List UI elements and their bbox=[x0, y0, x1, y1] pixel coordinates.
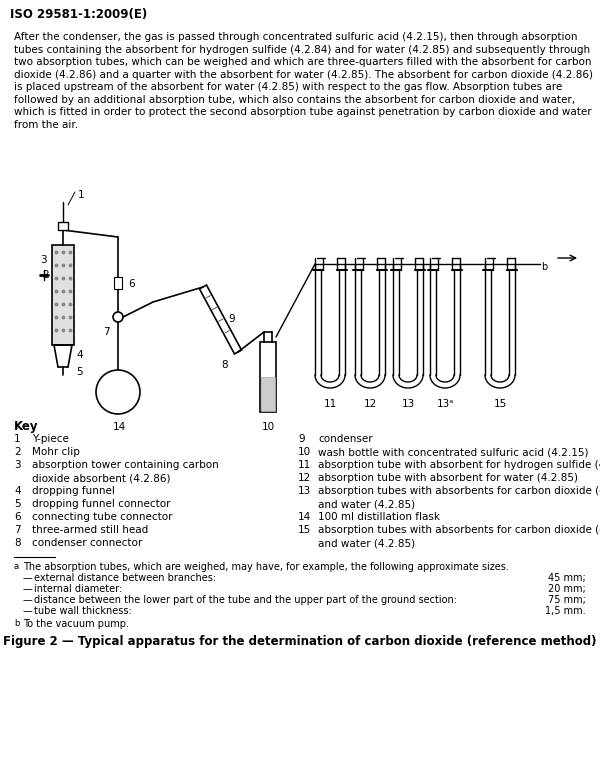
Text: 15: 15 bbox=[298, 525, 311, 535]
Text: dioxide (4.2.86) and a quarter with the absorbent for water (4.2.85). The absorb: dioxide (4.2.86) and a quarter with the … bbox=[14, 69, 593, 79]
Text: 5: 5 bbox=[76, 367, 83, 377]
Text: 10: 10 bbox=[262, 422, 275, 432]
Text: condenser connector: condenser connector bbox=[32, 538, 142, 548]
Text: followed by an additional absorption tube, which also contains the absorbent for: followed by an additional absorption tub… bbox=[14, 94, 575, 104]
Text: 12: 12 bbox=[364, 399, 377, 409]
Bar bbox=[261, 377, 275, 411]
Text: distance between the lower part of the tube and the upper part of the ground sec: distance between the lower part of the t… bbox=[34, 595, 457, 605]
Text: 75 mm;: 75 mm; bbox=[548, 595, 586, 605]
Text: condenser: condenser bbox=[318, 434, 373, 444]
Text: connecting tube connector: connecting tube connector bbox=[32, 512, 173, 522]
Text: Key: Key bbox=[14, 420, 38, 433]
Text: a: a bbox=[14, 562, 19, 571]
Text: 1,5 mm.: 1,5 mm. bbox=[545, 606, 586, 616]
Text: 9: 9 bbox=[228, 314, 235, 324]
Text: 4: 4 bbox=[14, 486, 20, 496]
Text: 3: 3 bbox=[14, 460, 20, 470]
Text: ISO 29581-1:2009(E): ISO 29581-1:2009(E) bbox=[10, 8, 147, 21]
Text: 8: 8 bbox=[14, 538, 20, 548]
Text: absorption tower containing carbon: absorption tower containing carbon bbox=[32, 460, 219, 470]
Text: 7: 7 bbox=[14, 525, 20, 535]
Text: 13: 13 bbox=[401, 399, 415, 409]
Text: 15: 15 bbox=[493, 399, 506, 409]
Text: dropping funnel connector: dropping funnel connector bbox=[32, 499, 170, 509]
Bar bbox=[58, 222, 68, 230]
Text: 20 mm;: 20 mm; bbox=[548, 584, 586, 594]
Text: —: — bbox=[23, 584, 33, 594]
Text: from the air.: from the air. bbox=[14, 120, 78, 129]
Text: 2: 2 bbox=[43, 270, 49, 280]
Text: absorption tube with absorbent for water (4.2.85): absorption tube with absorbent for water… bbox=[318, 473, 578, 483]
Text: which is fitted in order to protect the second absorption tube against penetrati: which is fitted in order to protect the … bbox=[14, 107, 592, 117]
Text: 14: 14 bbox=[298, 512, 311, 522]
Text: 1: 1 bbox=[78, 190, 85, 200]
Text: 12: 12 bbox=[298, 473, 311, 483]
Text: dioxide absorbent (4.2.86): dioxide absorbent (4.2.86) bbox=[32, 473, 170, 483]
Text: absorption tubes with absorbents for carbon dioxide (4.2.86): absorption tubes with absorbents for car… bbox=[318, 525, 600, 535]
Text: 45 mm;: 45 mm; bbox=[548, 573, 586, 583]
Text: 10: 10 bbox=[298, 447, 311, 457]
Text: —: — bbox=[23, 573, 33, 583]
Text: 7: 7 bbox=[103, 327, 110, 337]
Text: 8: 8 bbox=[221, 360, 228, 370]
Text: absorption tube with absorbent for hydrogen sulfide (4.2.84): absorption tube with absorbent for hydro… bbox=[318, 460, 600, 470]
Text: 6: 6 bbox=[128, 279, 134, 289]
Text: Y-piece: Y-piece bbox=[32, 434, 69, 444]
Text: two absorption tubes, which can be weighed and which are three-quarters filled w: two absorption tubes, which can be weigh… bbox=[14, 57, 592, 67]
Text: Figure 2 — Typical apparatus for the determination of carbon dioxide (reference : Figure 2 — Typical apparatus for the det… bbox=[3, 635, 597, 648]
Bar bbox=[52, 245, 74, 345]
Text: and water (4.2.85): and water (4.2.85) bbox=[318, 538, 415, 548]
Text: 2: 2 bbox=[14, 447, 20, 457]
Text: external distance between branches:: external distance between branches: bbox=[34, 573, 216, 583]
Circle shape bbox=[96, 370, 140, 414]
Text: three-armed still head: three-armed still head bbox=[32, 525, 148, 535]
Text: tubes containing the absorbent for hydrogen sulfide (4.2.84) and for water (4.2.: tubes containing the absorbent for hydro… bbox=[14, 44, 590, 54]
Text: wash bottle with concentrated sulfuric acid (4.2.15): wash bottle with concentrated sulfuric a… bbox=[318, 447, 589, 457]
Circle shape bbox=[113, 312, 123, 322]
Text: After the condenser, the gas is passed through concentrated sulfuric acid (4.2.1: After the condenser, the gas is passed t… bbox=[14, 32, 577, 42]
Text: 6: 6 bbox=[14, 512, 20, 522]
Text: The absorption tubes, which are weighed, may have, for example, the following ap: The absorption tubes, which are weighed,… bbox=[23, 562, 509, 572]
Text: 3: 3 bbox=[40, 255, 47, 265]
Text: dropping funnel: dropping funnel bbox=[32, 486, 115, 496]
Text: 14: 14 bbox=[113, 422, 126, 432]
Text: is placed upstream of the absorbent for water (4.2.85) with respect to the gas f: is placed upstream of the absorbent for … bbox=[14, 82, 562, 92]
Text: b: b bbox=[14, 619, 19, 628]
Text: 1: 1 bbox=[14, 434, 20, 444]
Text: 13: 13 bbox=[298, 486, 311, 496]
Text: —: — bbox=[23, 595, 33, 605]
Bar bbox=[260, 342, 276, 412]
Text: 11: 11 bbox=[323, 399, 337, 409]
Text: b: b bbox=[541, 262, 547, 272]
Text: absorption tubes with absorbents for carbon dioxide (4.2.86): absorption tubes with absorbents for car… bbox=[318, 486, 600, 496]
Text: Mohr clip: Mohr clip bbox=[32, 447, 80, 457]
Text: internal diameter:: internal diameter: bbox=[34, 584, 122, 594]
Text: tube wall thickness:: tube wall thickness: bbox=[34, 606, 132, 616]
Text: 13ᵃ: 13ᵃ bbox=[436, 399, 454, 409]
Text: —: — bbox=[23, 606, 33, 616]
Text: 11: 11 bbox=[298, 460, 311, 470]
Text: 4: 4 bbox=[76, 350, 83, 360]
Text: To the vacuum pump.: To the vacuum pump. bbox=[23, 619, 129, 629]
Text: and water (4.2.85): and water (4.2.85) bbox=[318, 499, 415, 509]
Text: 5: 5 bbox=[14, 499, 20, 509]
Bar bbox=[114, 277, 122, 289]
Text: 100 ml distillation flask: 100 ml distillation flask bbox=[318, 512, 440, 522]
Text: 9: 9 bbox=[298, 434, 305, 444]
